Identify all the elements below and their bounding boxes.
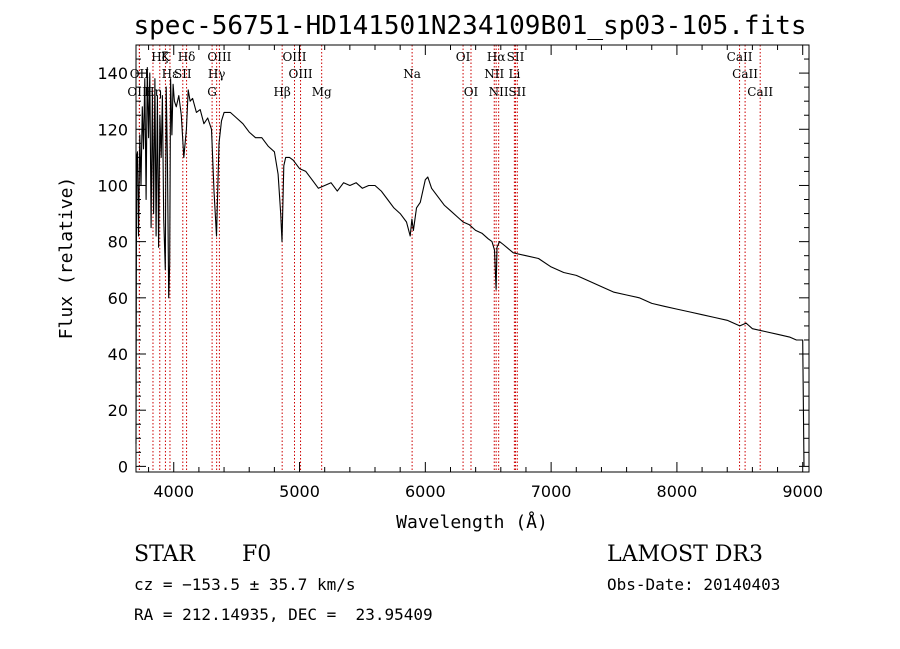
object-class: STAR	[134, 542, 196, 567]
object-subclass: F0	[242, 542, 271, 567]
y-tick-label-4: 80	[108, 233, 128, 252]
marker-label-19: NII	[484, 67, 504, 81]
marker-label-3: K	[161, 50, 171, 64]
marker-label-14: Mg	[312, 85, 332, 99]
y-tick-label-6: 120	[97, 120, 128, 139]
x-axis-label: Wavelength (Å)	[396, 511, 548, 533]
y-tick-label-1: 20	[108, 401, 128, 420]
coordinates: RA = 212.14935, DEC = 23.95409	[134, 605, 433, 624]
marker-label-16: OI	[456, 50, 471, 64]
x-tick-label-3: 7000	[531, 482, 572, 501]
marker-label-20: NII	[489, 85, 509, 99]
marker-label-1: OII	[130, 67, 150, 81]
marker-label-2: OIII	[127, 85, 151, 99]
x-tick-label-2: 6000	[405, 482, 446, 501]
y-tick-label-2: 40	[108, 345, 128, 364]
marker-label-4: Hε	[162, 67, 179, 81]
x-axis-ticks: 4000 5000 6000 7000 8000 9000	[148, 45, 823, 501]
x-tick-label-1: 5000	[279, 482, 320, 501]
marker-label-24: CaII	[727, 50, 753, 64]
y-tick-label-3: 60	[108, 289, 128, 308]
marker-label-25: CaII	[732, 67, 758, 81]
marker-label-17: OI	[464, 85, 479, 99]
marker-label-26: CaII	[747, 85, 773, 99]
marker-label-12: OIII	[282, 50, 306, 64]
marker-label-15: Na	[403, 67, 421, 81]
marker-label-22: Li	[508, 67, 520, 81]
marker-label-9: Hγ	[208, 67, 226, 81]
marker-label-23: SII	[508, 85, 526, 99]
spectrum-line	[135, 66, 805, 467]
y-tick-label-0: 0	[118, 457, 128, 476]
marker-label-11: Hβ	[273, 85, 290, 99]
y-tick-label-5: 100	[97, 176, 128, 195]
marker-label-13: OIII	[289, 67, 313, 81]
x-tick-label-0: 4000	[153, 482, 194, 501]
line-markers	[138, 45, 761, 472]
marker-label-6: Hδ	[178, 50, 196, 64]
marker-label-7: SII	[174, 67, 192, 81]
marker-label-21: SII	[507, 50, 525, 64]
chart-title: spec-56751-HD141501N234109B01_sp03-105.f…	[133, 11, 806, 41]
y-axis-label: Flux (relative)	[56, 177, 77, 340]
marker-label-10: G	[207, 85, 217, 99]
y-tick-label-7: 140	[97, 64, 128, 83]
marker-label-0: Hζ	[151, 50, 168, 64]
marker-label-18: Hα	[487, 50, 506, 64]
redshift-text: cz = −153.5 ± 35.7 km/s	[134, 575, 356, 594]
y-axis-ticks: 0 20 40 60 80 100 120 140	[97, 58, 809, 476]
obs-date: Obs-Date: 20140403	[607, 575, 780, 594]
x-tick-label-4: 8000	[657, 482, 698, 501]
x-tick-label-5: 9000	[782, 482, 823, 501]
marker-label-8: OIII	[207, 50, 231, 64]
survey-name: LAMOST DR3	[607, 542, 763, 567]
plot-frame	[135, 44, 810, 473]
